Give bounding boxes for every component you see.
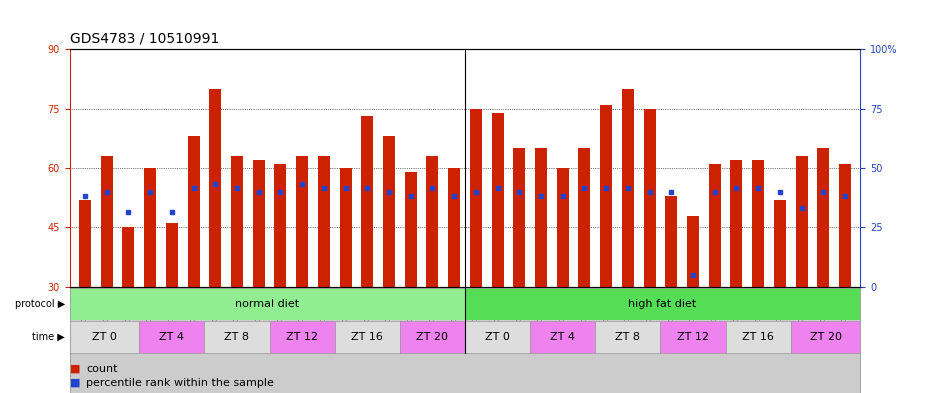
Bar bbox=[70, 288, 465, 320]
Bar bbox=[231, 156, 243, 287]
Text: ZT 12: ZT 12 bbox=[677, 332, 709, 342]
Text: count: count bbox=[86, 364, 118, 374]
Bar bbox=[665, 196, 677, 287]
Bar bbox=[725, 321, 790, 353]
Bar bbox=[361, 116, 373, 287]
Text: ■: ■ bbox=[70, 364, 80, 374]
Bar bbox=[205, 321, 270, 353]
Text: ZT 12: ZT 12 bbox=[286, 332, 318, 342]
Bar bbox=[296, 156, 308, 287]
Bar bbox=[752, 160, 764, 287]
Bar bbox=[209, 89, 221, 287]
Bar bbox=[470, 108, 482, 287]
Bar bbox=[427, 156, 438, 287]
Bar bbox=[188, 136, 200, 287]
Bar bbox=[465, 321, 530, 353]
Bar bbox=[660, 321, 725, 353]
Text: ZT 4: ZT 4 bbox=[551, 332, 576, 342]
Bar bbox=[70, 321, 140, 353]
Text: ZT 4: ZT 4 bbox=[159, 332, 184, 342]
Bar bbox=[70, 287, 860, 393]
Bar bbox=[730, 160, 742, 287]
Text: ZT 16: ZT 16 bbox=[352, 332, 383, 342]
Text: ZT 0: ZT 0 bbox=[485, 332, 510, 342]
Text: high fat diet: high fat diet bbox=[629, 299, 697, 309]
Bar bbox=[123, 228, 134, 287]
Bar bbox=[622, 89, 634, 287]
Bar bbox=[644, 108, 656, 287]
Text: GDS4783 / 10510991: GDS4783 / 10510991 bbox=[70, 31, 219, 45]
Text: protocol ▶: protocol ▶ bbox=[15, 299, 65, 309]
Bar bbox=[492, 112, 503, 287]
Bar bbox=[817, 148, 830, 287]
Bar bbox=[274, 164, 286, 287]
Bar bbox=[839, 164, 851, 287]
Bar bbox=[796, 156, 807, 287]
Text: ZT 8: ZT 8 bbox=[616, 332, 641, 342]
Bar bbox=[595, 321, 660, 353]
Bar bbox=[270, 321, 335, 353]
Bar bbox=[383, 136, 395, 287]
Text: percentile rank within the sample: percentile rank within the sample bbox=[86, 378, 274, 388]
Bar bbox=[513, 148, 525, 287]
Bar bbox=[578, 148, 591, 287]
Text: ZT 20: ZT 20 bbox=[417, 332, 448, 342]
Bar bbox=[253, 160, 265, 287]
Bar bbox=[687, 215, 699, 287]
Bar bbox=[79, 200, 91, 287]
Bar bbox=[100, 156, 113, 287]
Text: ■: ■ bbox=[70, 378, 80, 388]
Bar bbox=[140, 321, 205, 353]
Bar bbox=[339, 168, 352, 287]
Text: normal diet: normal diet bbox=[235, 299, 299, 309]
Bar bbox=[335, 321, 400, 353]
Bar bbox=[530, 321, 595, 353]
Bar bbox=[557, 168, 569, 287]
Bar bbox=[535, 148, 547, 287]
Bar bbox=[144, 168, 156, 287]
Text: ZT 20: ZT 20 bbox=[809, 332, 842, 342]
Text: ZT 16: ZT 16 bbox=[742, 332, 774, 342]
Bar bbox=[448, 168, 460, 287]
Text: time ▶: time ▶ bbox=[33, 332, 65, 342]
Bar bbox=[400, 321, 465, 353]
Text: ZT 8: ZT 8 bbox=[224, 332, 249, 342]
Bar bbox=[405, 172, 417, 287]
Bar bbox=[166, 224, 178, 287]
Bar bbox=[465, 288, 860, 320]
Text: ZT 0: ZT 0 bbox=[92, 332, 117, 342]
Bar bbox=[709, 164, 721, 287]
Bar bbox=[790, 321, 860, 353]
Bar bbox=[774, 200, 786, 287]
Bar bbox=[600, 105, 612, 287]
Bar bbox=[318, 156, 330, 287]
